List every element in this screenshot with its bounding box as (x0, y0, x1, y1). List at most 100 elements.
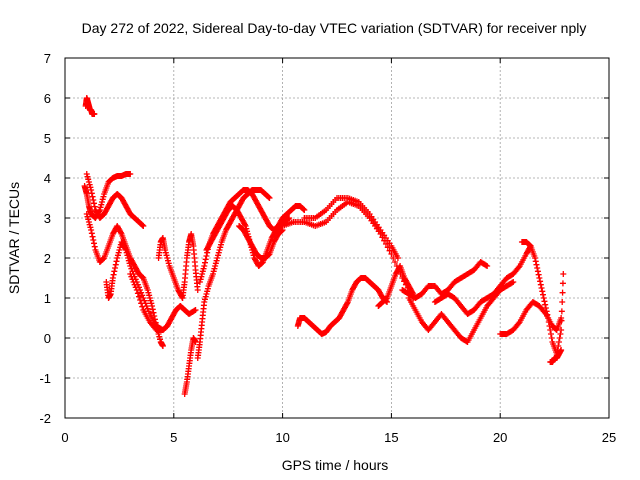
data-point (555, 339, 562, 345)
data-point (138, 300, 145, 307)
data-point (91, 111, 98, 117)
data-series (181, 335, 199, 397)
data-point (112, 265, 119, 271)
data-point (157, 336, 164, 343)
data-series (497, 299, 565, 337)
data-point (191, 307, 198, 314)
data-point (178, 293, 185, 300)
y-tick-label: 0 (44, 331, 51, 346)
y-tick-label: 6 (44, 91, 51, 106)
data-point (202, 256, 209, 263)
data-point (98, 201, 105, 208)
data-point (123, 249, 130, 256)
data-point (159, 343, 166, 349)
data-points (81, 95, 567, 397)
data-point (85, 179, 92, 185)
data-point (135, 293, 142, 300)
data-series (405, 279, 517, 345)
data-point (127, 263, 134, 269)
data-point (90, 197, 97, 203)
data-point (139, 292, 146, 299)
data-point (386, 247, 393, 254)
data-point (545, 319, 552, 325)
y-axis-label: SDTVAR / TECUs (6, 182, 22, 294)
data-point (97, 204, 104, 211)
data-point (532, 255, 539, 261)
y-tick-label: 7 (44, 51, 51, 66)
data-point (165, 260, 172, 267)
data-point (532, 258, 539, 265)
data-series (82, 95, 98, 117)
data-point (201, 259, 208, 266)
data-point (510, 279, 517, 285)
data-point (509, 279, 516, 286)
data-point (134, 290, 141, 297)
data-point (558, 308, 565, 315)
data-point (139, 222, 146, 229)
data-point (560, 271, 567, 277)
data-point (87, 224, 94, 231)
data-point (162, 247, 169, 253)
data-point (537, 278, 544, 285)
data-point (394, 255, 401, 261)
x-tick-label: 5 (170, 430, 177, 445)
data-point (85, 176, 92, 183)
data-point (116, 247, 123, 253)
data-point (85, 216, 92, 223)
data-series (81, 171, 134, 221)
data-point (196, 279, 203, 285)
y-tick-label: 2 (44, 251, 51, 266)
data-point (558, 327, 565, 333)
data-point (344, 300, 351, 307)
data-point (100, 193, 107, 200)
gridlines (65, 58, 609, 418)
data-point (241, 221, 248, 228)
data-point (146, 295, 153, 301)
data-point (544, 311, 551, 318)
data-point (112, 261, 119, 268)
data-point (558, 317, 565, 324)
data-point (111, 268, 118, 275)
data-point (143, 303, 150, 309)
x-axis-label: GPS time / hours (282, 457, 389, 473)
data-point (204, 285, 211, 292)
data-point (137, 297, 144, 303)
data-point (199, 271, 206, 277)
data-point (90, 237, 97, 243)
data-point (113, 258, 120, 265)
data-point (197, 276, 204, 283)
y-tick-label: 1 (44, 291, 51, 306)
data-point (83, 211, 90, 217)
data-point (84, 173, 91, 180)
data-point (558, 347, 565, 353)
data-point (483, 262, 490, 269)
data-point (89, 233, 96, 240)
data-point (110, 271, 117, 278)
data-point (204, 288, 211, 295)
data-point (149, 303, 156, 309)
data-point (156, 333, 163, 340)
data-point (148, 300, 155, 307)
data-point (200, 265, 207, 272)
data-point (542, 305, 549, 311)
x-tick-label: 10 (275, 430, 289, 445)
data-point (122, 245, 129, 252)
data-point (192, 307, 199, 313)
data-point (215, 249, 222, 256)
data-point (213, 257, 220, 264)
data-point (150, 309, 157, 316)
data-point (144, 287, 151, 293)
data-series (127, 271, 199, 333)
data-point (133, 287, 140, 293)
data-point (538, 285, 545, 291)
data-point (124, 252, 131, 259)
data-point (539, 291, 546, 298)
data-point (215, 252, 222, 259)
x-tick-label: 15 (384, 430, 398, 445)
data-series (294, 275, 391, 337)
data-point (547, 331, 554, 337)
data-series (547, 347, 565, 365)
data-point (534, 265, 541, 271)
data-point (203, 253, 210, 259)
y-tick-label: 5 (44, 131, 51, 146)
